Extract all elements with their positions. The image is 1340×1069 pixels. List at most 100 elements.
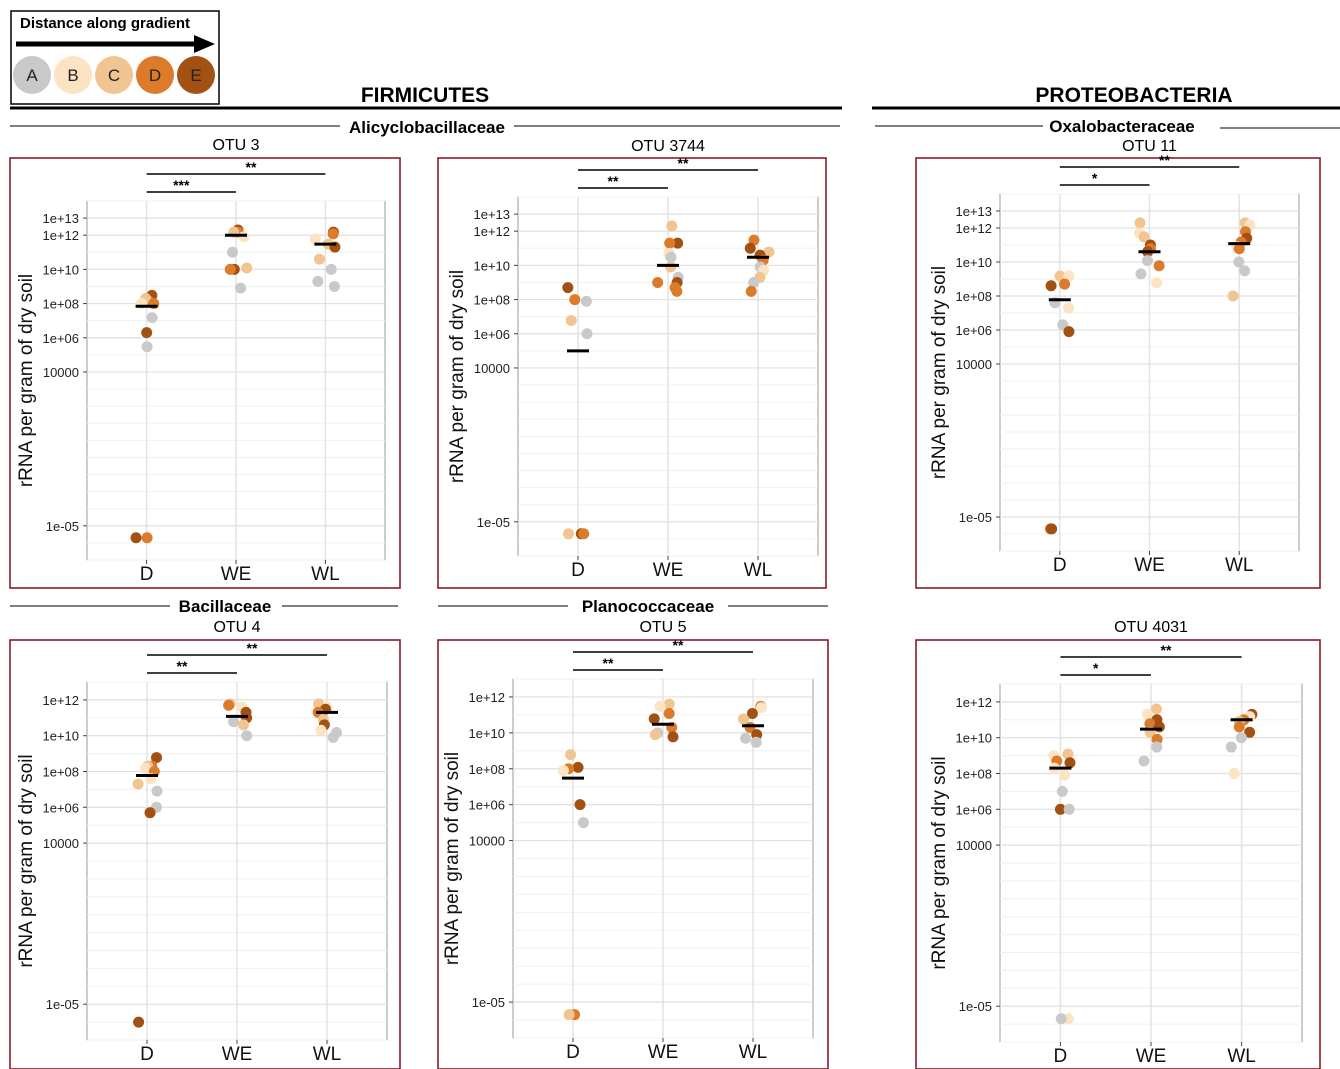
legend-title: Distance along gradient xyxy=(20,15,190,32)
panel-otu-11: OTU 11 1e+13 1e+12 1e+10 1e+08 1e+06 10000 1e-0… xyxy=(915,138,1321,589)
y-tick-label: 1e+10 xyxy=(955,731,992,746)
data-point xyxy=(223,699,235,711)
data-point xyxy=(237,719,249,731)
y-tick-label: 1e-05 xyxy=(477,515,510,530)
data-point xyxy=(748,276,760,288)
y-tick-label: 1e+08 xyxy=(468,762,505,777)
data-point xyxy=(309,233,321,245)
x-tick-label: WE xyxy=(648,1042,679,1063)
y-tick-label: 1e+08 xyxy=(42,765,79,780)
data-point xyxy=(746,707,758,719)
significance-label: *** xyxy=(173,177,190,193)
x-tick-label: D xyxy=(140,564,154,585)
legend-key-b xyxy=(54,56,92,94)
significance-label: ** xyxy=(603,655,614,671)
data-point xyxy=(313,253,325,265)
significance-label: * xyxy=(1092,170,1098,186)
y-tick-label: 1e+13 xyxy=(42,211,79,226)
family-title-alicyclobacillaceae: Alicyclobacillaceae xyxy=(349,118,505,137)
data-point xyxy=(557,764,569,776)
data-point xyxy=(328,280,340,292)
panel-otu-5: OTU 5 1e+12 1e+10 1e+08 1e+06 10000 1e-05 rRNA … xyxy=(437,619,829,1069)
panel-title: OTU 3744 xyxy=(631,138,705,155)
data-point xyxy=(562,282,574,294)
significance-label: ** xyxy=(1159,152,1170,168)
legend-key-a xyxy=(13,56,51,94)
data-point xyxy=(654,700,666,712)
legend-key-label: B xyxy=(67,66,78,85)
x-tick-label: WL xyxy=(739,1042,768,1063)
data-point xyxy=(665,251,677,263)
family-title-bacillaceae: Bacillaceae xyxy=(179,597,272,616)
data-point xyxy=(563,1009,575,1021)
y-axis-label: rRNA per gram of dry soil xyxy=(929,266,950,479)
data-point xyxy=(1059,278,1071,290)
data-point xyxy=(1239,265,1251,277)
data-point xyxy=(1063,326,1075,338)
x-tick-label: D xyxy=(1054,1046,1068,1067)
data-point xyxy=(1228,768,1240,779)
significance-label: ** xyxy=(1161,642,1172,658)
x-tick-label: WL xyxy=(1227,1046,1256,1067)
data-point xyxy=(133,1016,145,1028)
y-tick-label: 1e+08 xyxy=(955,289,992,304)
data-point xyxy=(1056,785,1068,797)
data-point xyxy=(1153,260,1165,272)
data-point xyxy=(235,282,247,294)
data-point xyxy=(565,749,577,761)
y-tick-label: 1e+06 xyxy=(42,800,79,815)
y-tick-label: 1e+06 xyxy=(473,327,510,342)
data-point xyxy=(327,228,339,240)
x-tick-label: WL xyxy=(744,560,773,581)
data-point xyxy=(1151,741,1163,753)
panel-title: OTU 5 xyxy=(639,619,686,636)
legend-key-label: C xyxy=(108,66,120,85)
panel-otu-3: OTU 3 1e+13 1e+12 1e+10 1e+08 1e+06 10000 1e-05… xyxy=(9,137,401,589)
data-point xyxy=(581,328,593,340)
x-tick-label: WE xyxy=(222,1044,253,1065)
phylum-title-firmicutes: FIRMICUTES xyxy=(361,84,489,107)
data-point xyxy=(241,262,253,274)
y-tick-label: 1e+13 xyxy=(473,207,510,222)
data-point xyxy=(1046,523,1058,535)
data-point xyxy=(141,532,153,544)
data-point xyxy=(1054,803,1066,815)
data-point xyxy=(569,294,581,306)
significance-label: ** xyxy=(678,155,689,171)
data-point xyxy=(224,263,236,275)
x-tick-label: D xyxy=(1053,555,1067,576)
data-point xyxy=(1064,757,1076,769)
data-point xyxy=(130,532,142,544)
y-tick-label: 1e-05 xyxy=(46,997,79,1012)
data-point xyxy=(1063,803,1075,815)
data-point xyxy=(1233,721,1245,733)
data-point xyxy=(228,716,240,728)
data-point xyxy=(1063,302,1075,314)
data-point xyxy=(1063,270,1075,282)
data-point xyxy=(649,729,661,741)
y-tick-label: 1e+06 xyxy=(955,323,992,338)
y-axis-label: rRNA per gram of dry soil xyxy=(16,274,37,487)
y-axis-label: rRNA per gram of dry soil xyxy=(929,756,950,969)
data-point xyxy=(1134,217,1146,229)
x-tick-label: WL xyxy=(1225,555,1254,576)
y-tick-label: 1e+10 xyxy=(42,729,79,744)
y-tick-label: 1e+10 xyxy=(42,262,79,277)
legend-key-label: D xyxy=(149,66,161,85)
data-point xyxy=(1045,280,1057,292)
data-point xyxy=(1233,256,1245,268)
y-tick-label: 1e+12 xyxy=(955,695,992,710)
data-point xyxy=(1144,718,1156,730)
data-point xyxy=(740,732,752,744)
data-point xyxy=(1062,748,1074,760)
x-tick-label: D xyxy=(571,560,585,581)
legend-key-e xyxy=(177,56,215,94)
significance-label: ** xyxy=(246,159,257,175)
y-tick-label: 1e+06 xyxy=(468,798,505,813)
data-point xyxy=(1153,721,1165,733)
y-tick-label: 1e+10 xyxy=(468,726,505,741)
data-point xyxy=(1150,703,1162,715)
data-point xyxy=(577,817,589,829)
legend-key-d xyxy=(136,56,174,94)
